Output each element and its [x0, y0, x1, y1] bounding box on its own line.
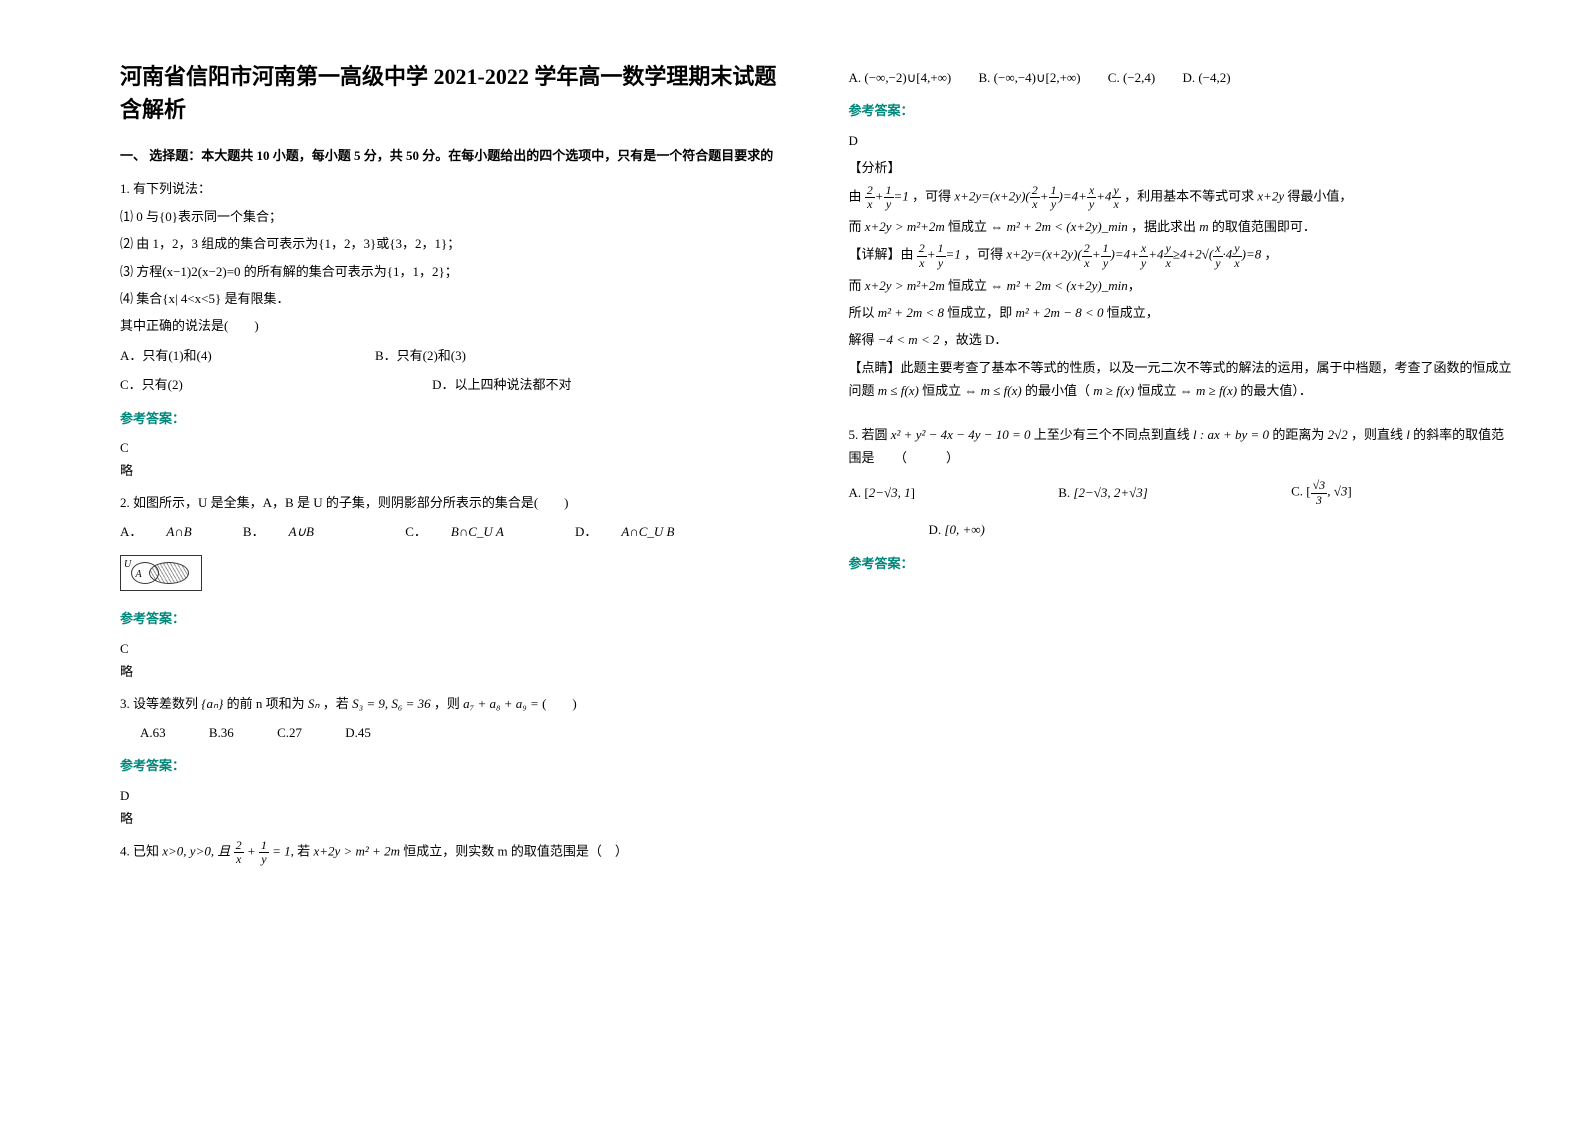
q2-note: 略: [120, 660, 789, 683]
answer-label: 参考答案：: [120, 754, 789, 777]
q1-optA: A．只有(1)和(4): [120, 344, 212, 367]
frac-1y: 1y: [259, 839, 269, 866]
q5-optD: D. [0, +∞): [929, 518, 985, 541]
q4-analysis: 【分析】: [849, 156, 1518, 179]
q3-optA: A.63: [140, 721, 166, 744]
q1-optC: C．只有(2): [120, 373, 183, 396]
q5-optC: C. [√33, √3]: [1291, 479, 1352, 506]
answer-label: 参考答案：: [849, 99, 1518, 122]
q1-options-row1: A．只有(1)和(4) B．只有(2)和(3): [120, 344, 789, 367]
q5-optA: A. [2−√3, 1]: [849, 481, 915, 504]
q3-optB: B.36: [209, 721, 234, 744]
answer-label: 参考答案：: [120, 407, 789, 430]
q2-options: A．A∩B B．A∪B C．B∩C_U A D．A∩C_U B: [120, 520, 789, 543]
venn-diagram: U: [120, 555, 202, 591]
q4-optB: B. (−∞,−4)∪[2,+∞): [979, 66, 1081, 89]
q1-answer: C: [120, 436, 789, 459]
q4-d4: 所以 m² + 2m < 8 恒成立，即 m² + 2m − 8 < 0 恒成立…: [849, 301, 1518, 324]
answer-label: 参考答案：: [849, 552, 1518, 575]
q4-line1: 由 2x+1y=1 ，可得 x+2y=(x+2y)(2x+1y)=4+xy+4y…: [849, 184, 1518, 211]
q5-optB: B. [2−√3, 2+√3]: [1058, 481, 1148, 504]
q4-line2: 而 x+2y > m²+2m 恒成立 ⇔ m² + 2m < (x+2y)_mi…: [849, 215, 1518, 238]
q4-point: 【点睛】此题主要考查了基本不等式的性质，以及一元二次不等式的解法的运用，属于中档…: [849, 356, 1518, 403]
answer-label: 参考答案：: [120, 607, 789, 630]
q4-answer: D: [849, 129, 1518, 152]
q3-optC: C.27: [277, 721, 302, 744]
venn-circle-a: [131, 562, 159, 584]
q1-options-row2: C．只有(2) D．以上四种说法都不对: [120, 373, 789, 396]
q4-optA: A. (−∞,−2)∪[4,+∞): [849, 66, 952, 89]
q2-optC: C．B∩C_U A: [405, 520, 528, 543]
q2-optD: D．A∩C_U B: [575, 520, 698, 543]
q3-answer: D: [120, 784, 789, 807]
venn-circles: [131, 560, 193, 586]
left-column: 河南省信阳市河南第一高级中学 2021-2022 学年高一数学理期末试题含解析 …: [100, 60, 819, 1082]
section-heading: 一、 选择题：本大题共 10 小题，每小题 5 分，共 50 分。在每小题给出的…: [120, 144, 789, 167]
q4-d3: 而 x+2y > m²+2m 恒成立 ⇔ m² + 2m < (x+2y)_mi…: [849, 274, 1518, 297]
q1-optD: D．以上四种说法都不对: [432, 373, 571, 396]
q1-s4: ⑷ 集合{x| 4<x<5} 是有限集．: [120, 287, 789, 310]
q4-options: A. (−∞,−2)∪[4,+∞) B. (−∞,−4)∪[2,+∞) C. (…: [849, 66, 1518, 89]
q3-optD: D.45: [345, 721, 371, 744]
q3-note: 略: [120, 807, 789, 830]
q2-optB: B．A∪B: [243, 520, 338, 543]
q2-answer: C: [120, 637, 789, 660]
q4-d5: 解得 −4 < m < 2 ，故选 D．: [849, 328, 1518, 351]
q3-stem: 3. 设等差数列 {aₙ} 的前 n 项和为 Sₙ ，若 S₃ = 9, S₆ …: [120, 692, 789, 715]
q4-optC: C. (−2,4): [1108, 66, 1155, 89]
q1-stem: 1. 有下列说法：: [120, 177, 789, 200]
q4-detail: 【详解】由 2x+1y=1 ，可得 x+2y=(x+2y)(2x+1y)=4+x…: [849, 242, 1518, 269]
q4-stem: 4. 已知 x>0, y>0, 且 2x + 1y = 1, 若 x+2y > …: [120, 839, 789, 866]
q5-options: A. [2−√3, 1] B. [2−√3, 2+√3] C. [√33, √3…: [849, 479, 1518, 506]
page-title: 河南省信阳市河南第一高级中学 2021-2022 学年高一数学理期末试题含解析: [120, 60, 789, 126]
q4-optD: D. (−4,2): [1182, 66, 1230, 89]
q2-stem: 2. 如图所示，U 是全集，A，B 是 U 的子集，则阴影部分所表示的集合是( …: [120, 491, 789, 514]
q3-options: A.63 B.36 C.27 D.45: [140, 721, 789, 744]
right-column: A. (−∞,−2)∪[4,+∞) B. (−∞,−4)∪[2,+∞) C. (…: [819, 60, 1538, 1082]
q2-optA: A．A∩B: [120, 520, 216, 543]
q1-s1: ⑴ 0 与{0}表示同一个集合；: [120, 205, 789, 228]
q1-s3: ⑶ 方程(x−1)2(x−2)=0 的所有解的集合可表示为{1，1，2}；: [120, 260, 789, 283]
frac-2x: 2x: [234, 839, 244, 866]
q1-s2: ⑵ 由 1，2，3 组成的集合可表示为{1，2，3}或{3，2，1}；: [120, 232, 789, 255]
q5-stem: 5. 若圆 x² + y² − 4x − 4y − 10 = 0 上至少有三个不…: [849, 423, 1518, 470]
q1-note: 略: [120, 459, 789, 482]
q1-optB: B．只有(2)和(3): [375, 344, 466, 367]
q5-optD-row: D. [0, +∞): [849, 517, 1518, 542]
q1-ask: 其中正确的说法是( ): [120, 314, 789, 337]
